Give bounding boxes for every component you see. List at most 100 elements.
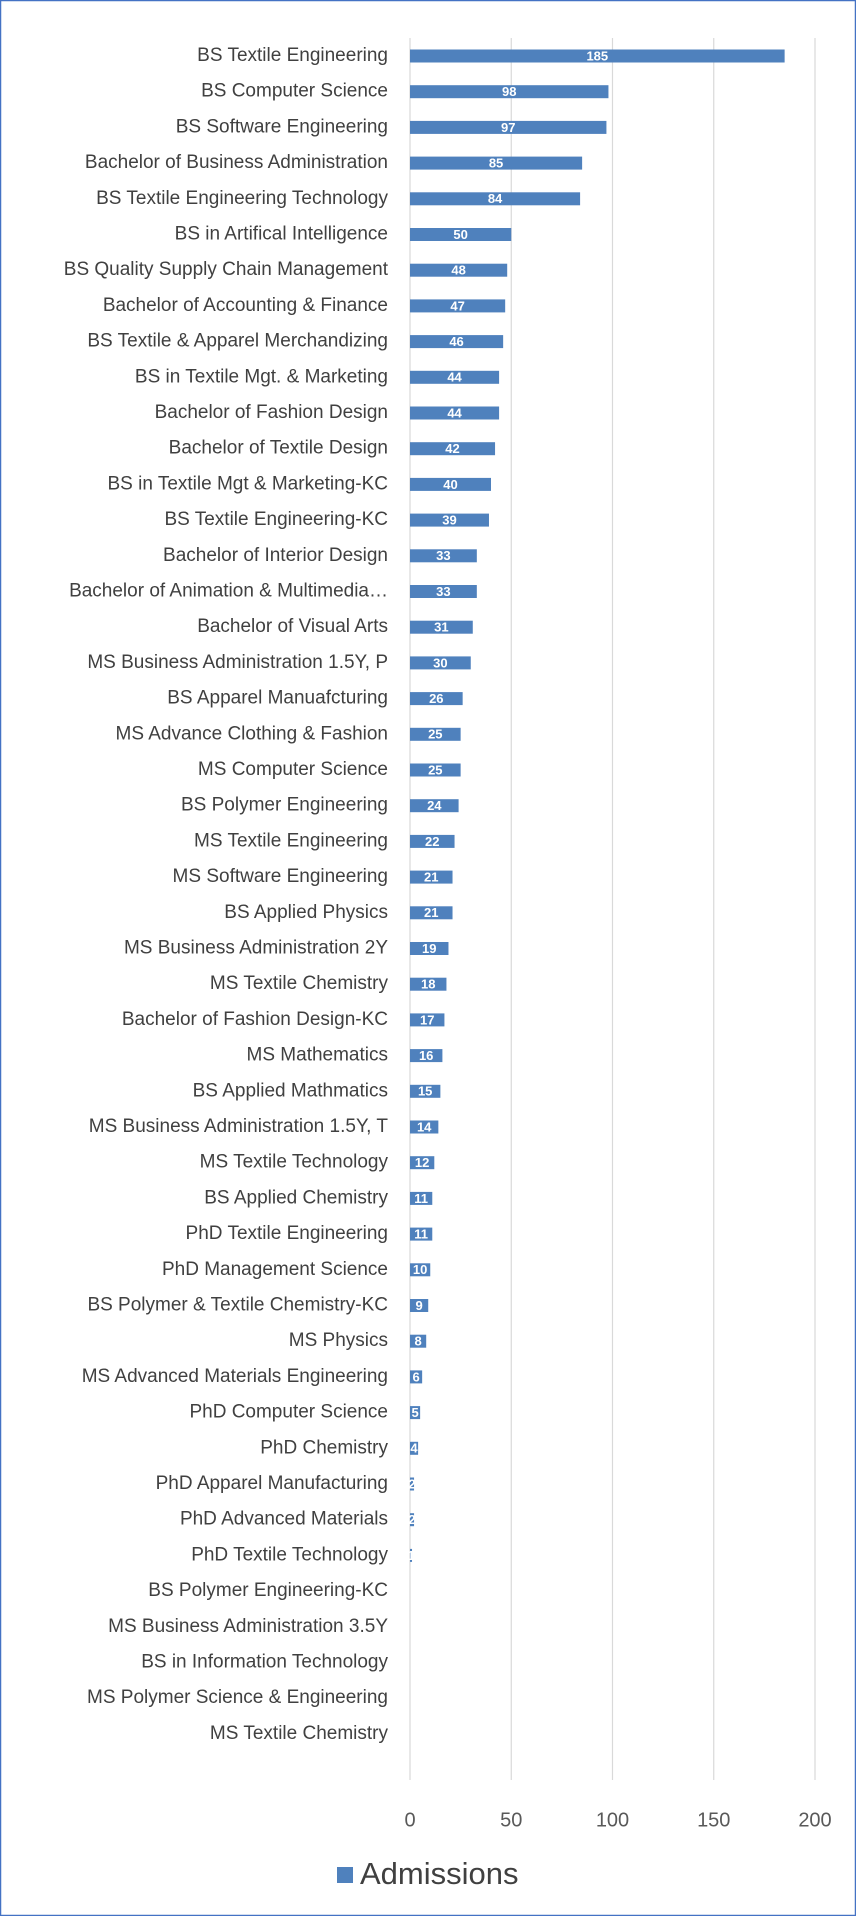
y-tick-label: MS Business Administration 2Y <box>124 938 388 959</box>
data-label: 17 <box>420 1012 434 1027</box>
bar <box>410 799 459 813</box>
y-tick-label: Bachelor of Fashion Design <box>155 402 388 423</box>
y-tick-label: MS Business Administration 1.5Y, T <box>89 1116 389 1137</box>
data-label: 8 <box>414 1334 421 1349</box>
bar <box>410 834 455 848</box>
y-tick-label: PhD Management Science <box>162 1259 388 1280</box>
bar <box>410 1548 413 1562</box>
bar <box>410 1370 423 1384</box>
data-label: 1 <box>407 1548 414 1563</box>
bar <box>410 335 504 349</box>
data-label: 11 <box>414 1191 428 1206</box>
data-label: 46 <box>449 334 463 349</box>
data-label: 40 <box>443 477 457 492</box>
y-tick-label: Bachelor of Visual Arts <box>197 616 388 637</box>
y-tick-label: Bachelor of Accounting & Finance <box>103 295 388 316</box>
y-tick-label: BS Polymer & Textile Chemistry-KC <box>87 1295 388 1316</box>
bar <box>410 1263 431 1277</box>
y-tick-label: BS Computer Science <box>201 81 388 102</box>
y-tick-label: BS Textile Engineering <box>197 45 388 66</box>
y-tick-label: MS Physics <box>289 1330 388 1351</box>
bar <box>410 1084 441 1098</box>
data-label: 25 <box>428 727 442 742</box>
data-label: 44 <box>447 370 462 385</box>
y-tick-label: BS Polymer Engineering <box>181 795 388 816</box>
x-tick-label: 50 <box>500 1809 522 1831</box>
legend-label: Admissions <box>360 1856 519 1891</box>
y-tick-label: Bachelor of Textile Design <box>169 438 388 459</box>
y-tick-label: PhD Advanced Materials <box>180 1509 388 1530</box>
bar <box>410 1441 419 1455</box>
data-label: 5 <box>411 1405 418 1420</box>
y-tick-label: MS Textile Chemistry <box>210 973 389 994</box>
bar <box>410 1156 435 1170</box>
bar <box>410 1049 443 1063</box>
bar <box>410 85 609 99</box>
y-tick-label: BS in Information Technology <box>141 1652 388 1673</box>
x-tick-label: 200 <box>798 1809 831 1831</box>
y-tick-label: MS Textile Technology <box>200 1152 389 1173</box>
bar <box>410 1334 427 1348</box>
data-label: 26 <box>429 691 443 706</box>
bar <box>410 692 463 706</box>
y-tick-label: BS Software Engineering <box>176 116 388 137</box>
bar <box>410 49 785 63</box>
y-tick-label: MS Textile Engineering <box>194 830 388 851</box>
legend-marker <box>337 1867 353 1883</box>
y-tick-label: MS Polymer Science & Engineering <box>87 1687 388 1708</box>
x-tick-label: 150 <box>697 1809 730 1831</box>
data-label: 4 <box>410 1441 418 1456</box>
data-label: 50 <box>453 227 467 242</box>
bar <box>410 1227 433 1241</box>
data-label: 31 <box>434 620 448 635</box>
y-tick-label: BS in Textile Mgt & Marketing-KC <box>107 473 388 494</box>
bar <box>410 228 512 241</box>
y-tick-label: MS Advance Clothing & Fashion <box>116 723 389 744</box>
bar <box>410 263 508 277</box>
data-label: 39 <box>442 513 456 528</box>
bar <box>410 513 489 527</box>
data-label: 97 <box>501 120 515 135</box>
y-tick-label: Bachelor of Business Administration <box>85 152 388 173</box>
y-tick-label: BS Applied Physics <box>224 902 388 923</box>
bar <box>410 1299 429 1312</box>
y-tick-label: MS Computer Science <box>198 759 388 780</box>
bar <box>410 727 461 741</box>
data-label: 85 <box>489 156 503 171</box>
bar <box>410 763 461 777</box>
y-tick-label: MS Business Administration 3.5Y <box>108 1616 388 1637</box>
data-label: 185 <box>586 48 608 63</box>
data-label: 2 <box>408 1512 415 1527</box>
bar <box>410 1513 415 1527</box>
data-label: 98 <box>502 84 516 99</box>
bar <box>410 1120 439 1134</box>
y-tick-label: BS Textile & Apparel Merchandizing <box>87 331 388 352</box>
y-tick-label: BS in Textile Mgt. & Marketing <box>135 366 388 387</box>
data-label: 9 <box>415 1298 422 1313</box>
data-label: 19 <box>422 941 436 956</box>
data-label: 33 <box>436 548 450 563</box>
bar <box>410 906 453 920</box>
bar <box>410 656 471 670</box>
data-label: 21 <box>424 870 438 885</box>
bar <box>410 442 496 456</box>
y-tick-label: MS Business Administration 1.5Y, P <box>87 652 388 673</box>
y-tick-label: BS in Artifical Intelligence <box>175 224 388 245</box>
data-label: 10 <box>413 1262 427 1277</box>
y-tick-label: PhD Textile Technology <box>191 1544 388 1565</box>
data-label: 42 <box>445 441 459 456</box>
bar <box>410 1477 415 1491</box>
y-tick-label: BS Textile Engineering-KC <box>164 509 388 530</box>
bar <box>410 549 477 563</box>
y-tick-label: PhD Chemistry <box>260 1437 388 1458</box>
data-label: 16 <box>419 1048 433 1063</box>
y-tick-label: PhD Textile Engineering <box>186 1223 388 1244</box>
data-label: 22 <box>425 834 439 849</box>
data-label: 47 <box>450 298 464 313</box>
data-label: 14 <box>417 1119 432 1134</box>
y-tick-label: MS Advanced Materials Engineering <box>82 1366 388 1387</box>
bar <box>410 370 500 384</box>
data-label: 21 <box>424 905 438 920</box>
